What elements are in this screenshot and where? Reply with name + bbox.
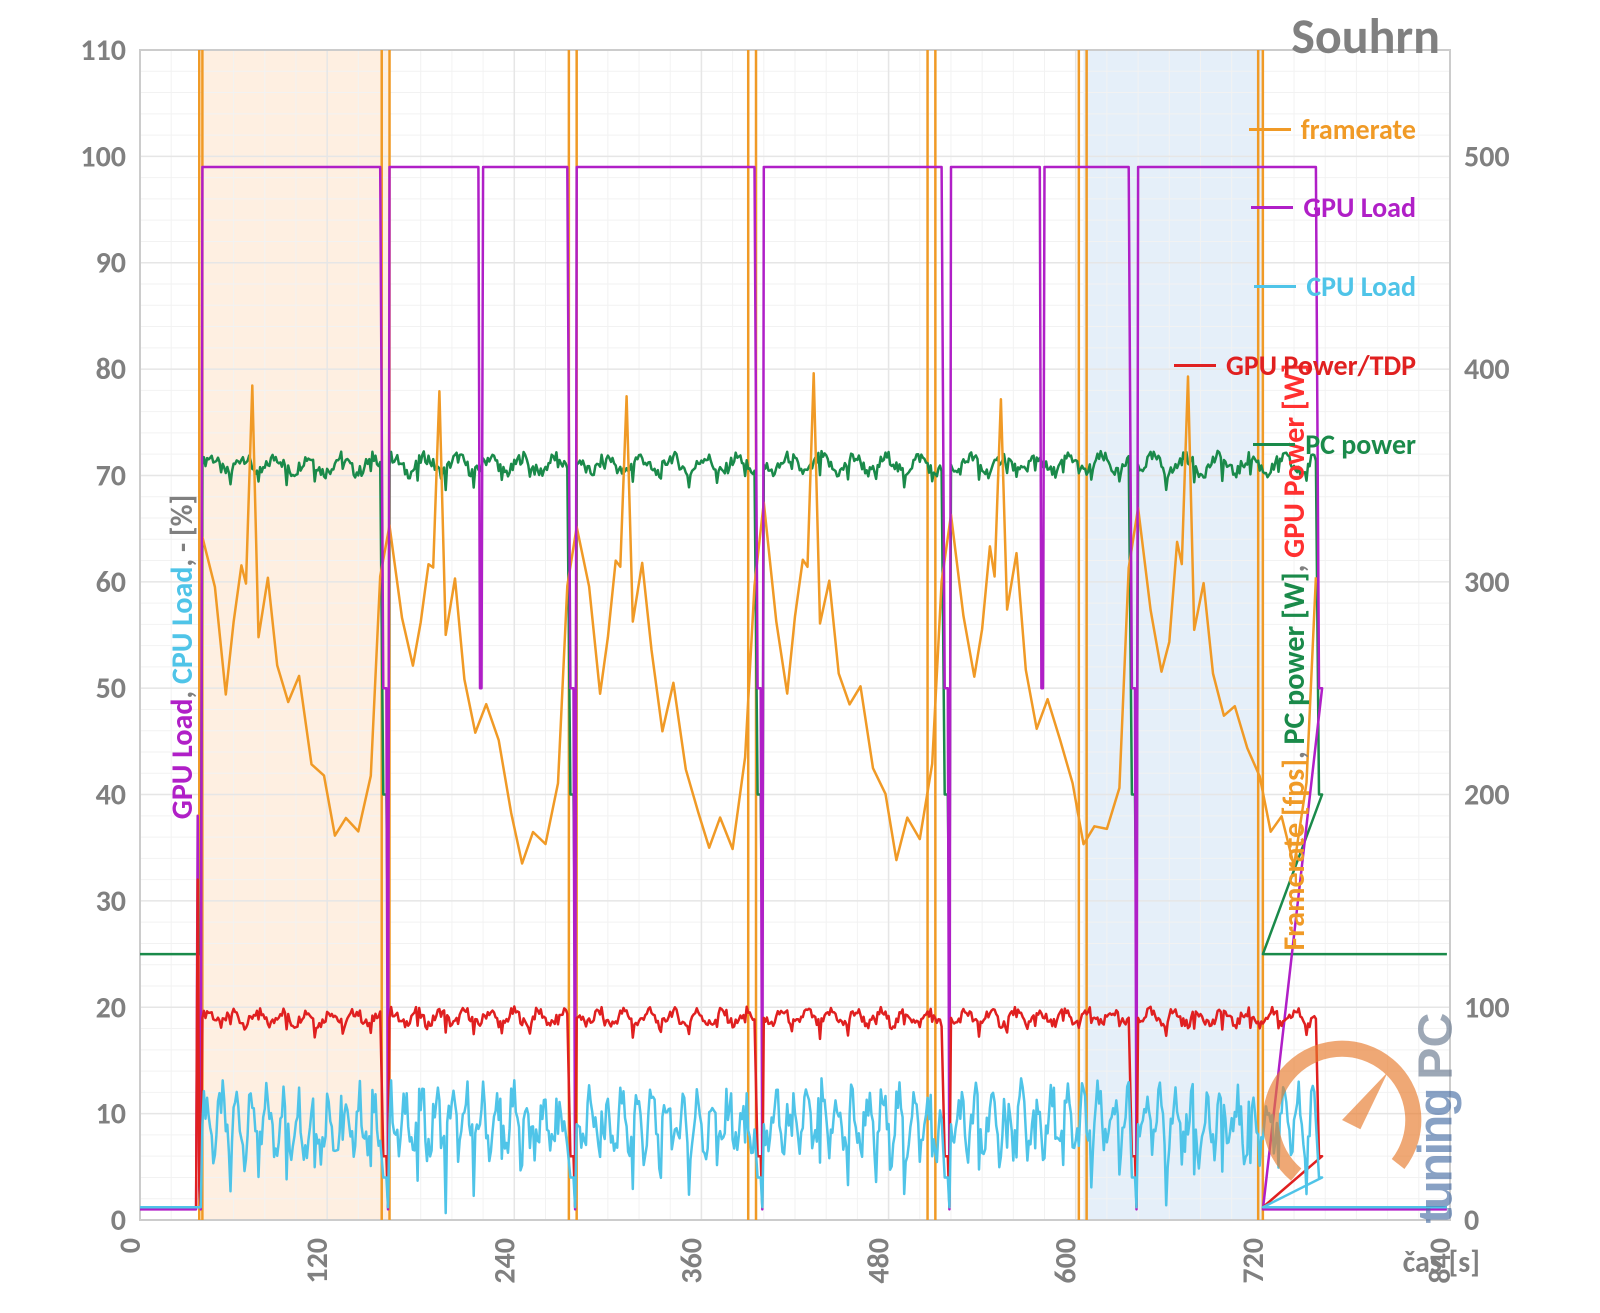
svg-text:200: 200: [1464, 777, 1510, 814]
svg-text:30: 30: [96, 883, 126, 920]
legend-swatch: [1174, 364, 1216, 367]
chart-container: Souhrn 010203040506070809010011001002003…: [0, 0, 1600, 1313]
y-left-part-1: ,: [164, 684, 201, 699]
svg-text:PC: PC: [1408, 1013, 1462, 1080]
svg-text:720: 720: [1235, 1238, 1272, 1284]
svg-text:80: 80: [96, 351, 126, 388]
legend-item: GPU Power/TDP: [1174, 348, 1416, 383]
legend-item: CPU Load: [1254, 269, 1416, 304]
svg-text:10: 10: [96, 1096, 126, 1133]
y-left-part-3: , - [%]: [164, 494, 201, 566]
legend-swatch: [1253, 443, 1295, 446]
y-left-axis-label: GPU Load, CPU Load, - [%]: [164, 494, 201, 819]
legend-label: GPU Load: [1303, 190, 1416, 225]
svg-text:0: 0: [111, 1202, 126, 1239]
svg-text:40: 40: [96, 777, 126, 814]
svg-text:600: 600: [1048, 1238, 1085, 1284]
svg-text:50: 50: [96, 670, 126, 707]
watermark-logo: PC tuning: [1250, 1005, 1480, 1235]
chart-title: Souhrn: [1291, 6, 1440, 67]
y-right-part-3: ,: [1276, 557, 1313, 572]
legend-swatch: [1249, 128, 1291, 131]
svg-text:0: 0: [112, 1238, 149, 1253]
legend-label: CPU Load: [1306, 269, 1416, 304]
svg-text:300: 300: [1464, 564, 1510, 601]
y-right-part-1: ,: [1276, 744, 1313, 759]
svg-text:120: 120: [299, 1238, 336, 1284]
svg-text:110: 110: [80, 32, 126, 69]
legend-item: framerate: [1249, 112, 1416, 147]
svg-text:500: 500: [1464, 138, 1510, 175]
svg-text:20: 20: [96, 989, 126, 1026]
svg-text:70: 70: [96, 457, 126, 494]
svg-text:480: 480: [861, 1238, 898, 1284]
y-left-part-0: GPU Load: [164, 698, 201, 819]
svg-text:90: 90: [96, 245, 126, 282]
legend-item: GPU Load: [1251, 190, 1416, 225]
legend-label: framerate: [1301, 112, 1416, 147]
x-axis-label: čas [s]: [1403, 1244, 1480, 1281]
y-right-part-2: PC power [W]: [1276, 572, 1313, 744]
legend-label: PC power: [1305, 427, 1416, 462]
svg-text:400: 400: [1464, 351, 1510, 388]
legend-item: PC power: [1253, 427, 1416, 462]
svg-text:100: 100: [80, 138, 126, 175]
legend-swatch: [1254, 285, 1296, 288]
svg-text:360: 360: [673, 1238, 710, 1284]
svg-text:60: 60: [96, 564, 126, 601]
svg-text:tuning: tuning: [1408, 1090, 1462, 1224]
legend-label: GPU Power/TDP: [1226, 348, 1416, 383]
svg-text:240: 240: [486, 1238, 523, 1284]
y-left-part-2: CPU Load: [164, 566, 201, 683]
legend-swatch: [1251, 206, 1293, 209]
y-right-part-0: Framerate [fps]: [1276, 759, 1313, 950]
